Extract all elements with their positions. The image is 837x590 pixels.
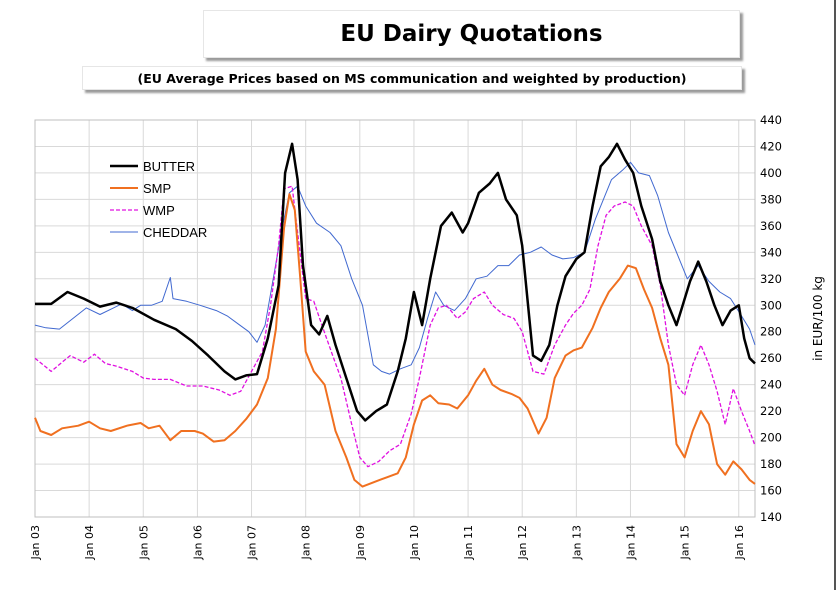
x-tick-label: Jan 06 <box>191 525 204 560</box>
x-axis-ticks: Jan 03 Jan 04 Jan 05 Jan 06 Jan 07 Jan 08 Jan … <box>29 525 746 560</box>
x-tick-label: Jan 07 <box>246 525 259 560</box>
y-tick-label: 440 <box>760 113 782 127</box>
y-tick-label: 280 <box>760 325 782 339</box>
series-group <box>34 142 756 488</box>
y-tick-label: 420 <box>760 139 782 153</box>
legend-label-wmp: WMP <box>143 203 175 218</box>
y-tick-label: 320 <box>760 272 782 286</box>
y-tick-label: 340 <box>760 245 782 259</box>
right-border-rule <box>834 0 836 590</box>
grid <box>34 119 755 518</box>
y-tick-label: 200 <box>760 431 782 445</box>
legend-label-smp: SMP <box>143 181 171 196</box>
y-tick-label: 380 <box>760 192 782 206</box>
subtitle-box: (EU Average Prices based on MS communica… <box>82 66 742 90</box>
chart-subtitle: (EU Average Prices based on MS communica… <box>137 70 687 86</box>
x-tick-label: Jan 08 <box>300 525 313 560</box>
title-box: EU Dairy Quotations <box>203 10 740 58</box>
legend-label-cheddar: CHEDDAR <box>143 225 207 240</box>
x-tick-label: Jan 12 <box>516 525 529 560</box>
series-line-cheddar <box>34 161 756 375</box>
y-tick-label: 260 <box>760 351 782 365</box>
y-axis-label: in EUR/100 kg <box>811 276 825 361</box>
x-tick-label: Jan 03 <box>29 525 42 560</box>
x-tick-label: Jan 16 <box>733 525 746 560</box>
x-tick-label: Jan 13 <box>570 525 583 560</box>
y-tick-label: 400 <box>760 166 782 180</box>
x-tick-label: Jan 10 <box>408 525 421 560</box>
y-tick-label: 180 <box>760 457 782 471</box>
x-tick-label: Jan 15 <box>679 525 692 560</box>
legend: BUTTER SMP WMP CHEDDAR <box>110 159 207 240</box>
x-tick-label: Jan 05 <box>137 525 150 560</box>
series-line-butter <box>35 142 756 422</box>
x-tick-label: Jan 04 <box>83 525 96 560</box>
y-tick-label: 160 <box>760 484 782 498</box>
series-line-smp <box>34 193 756 488</box>
x-tick-label: Jan 14 <box>624 525 637 560</box>
x-tick-label: Jan 09 <box>354 525 367 560</box>
legend-label-butter: BUTTER <box>143 159 195 174</box>
y-tick-label: 240 <box>760 378 782 392</box>
plot-frame <box>34 119 756 518</box>
y-axis-ticks: 140 160 180 200 220 240 260 280 300 320 340 360 380 4… <box>760 113 782 524</box>
y-tick-label: 300 <box>760 298 782 312</box>
y-tick-label: 360 <box>760 219 782 233</box>
y-tick-label: 140 <box>760 510 782 524</box>
x-tick-label: Jan 11 <box>462 525 475 560</box>
chart-title: EU Dairy Quotations <box>340 21 603 47</box>
y-tick-label: 220 <box>760 404 782 418</box>
